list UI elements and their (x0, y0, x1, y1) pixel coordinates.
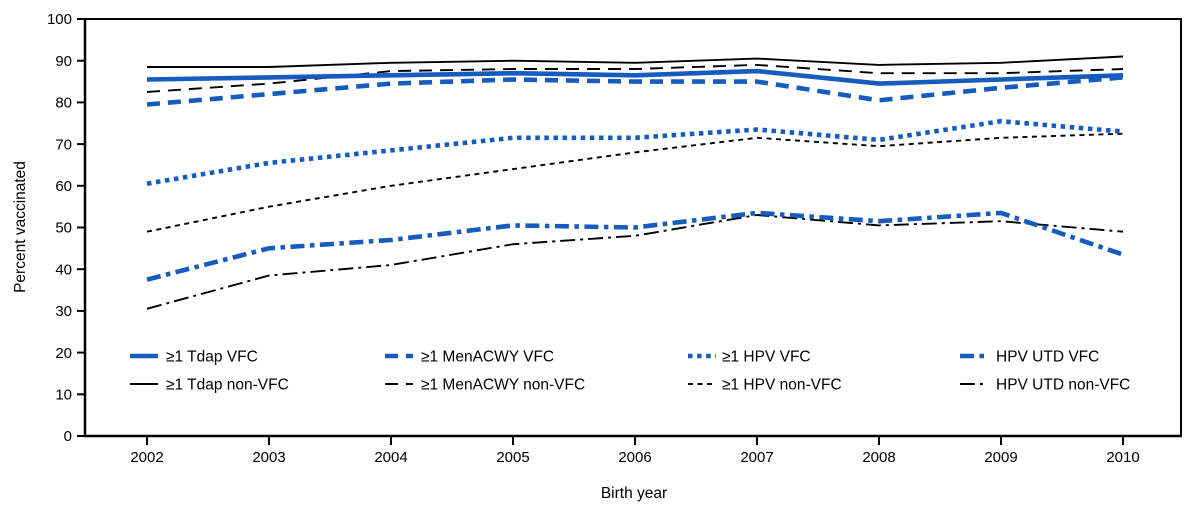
series-line-hpv-utd-vfc (146, 210, 1124, 282)
y-tick-label: 20 (55, 345, 72, 362)
legend-label-1-menacwy-non-vfc: ≥1 MenACWY non-VFC (421, 377, 585, 394)
y-axis-ticks: 0 10 20 30 40 50 60 70 80 90 100 (47, 11, 85, 445)
legend-item-1-menacwy-non-vfc: ≥1 MenACWY non-VFC (385, 377, 585, 394)
y-tick-label: 70 (55, 136, 72, 153)
legend-label-1-hpv-non-vfc: ≥1 HPV non-VFC (722, 377, 842, 394)
y-tick-label: 90 (55, 53, 72, 70)
legend-label-1-tdap-non-vfc: ≥1 Tdap non-VFC (166, 377, 289, 394)
x-tick-label: 2006 (618, 449, 651, 466)
series-line-1-hpv-vfc (146, 118, 1124, 186)
legend-item-hpv-utd-vfc: HPV UTD VFC (960, 349, 1099, 366)
series-line-1-hpv-non-vfc (146, 132, 1124, 233)
x-axis-title: Birth year (601, 485, 667, 502)
x-tick-label: 2010 (1106, 449, 1139, 466)
legend-item-1-tdap-vfc: ≥1 Tdap VFC (130, 349, 258, 366)
y-tick-label: 0 (64, 428, 72, 445)
y-tick-label: 100 (47, 11, 72, 28)
x-tick-label: 2003 (252, 449, 285, 466)
y-tick-label: 30 (55, 303, 72, 320)
legend: ≥1 Tdap VFC ≥1 MenACWY VFC ≥1 HPV VFC HPV U… (130, 349, 1130, 394)
x-tick-label: 2007 (740, 449, 773, 466)
legend-item-hpv-utd-non-vfc: HPV UTD non-VFC (960, 377, 1130, 394)
legend-item-1-menacwy-vfc: ≥1 MenACWY VFC (385, 349, 554, 366)
y-tick-label: 80 (55, 95, 72, 112)
y-tick-label: 40 (55, 261, 72, 278)
legend-item-1-hpv-vfc: ≥1 HPV VFC (688, 349, 811, 366)
legend-label-1-tdap-vfc: ≥1 Tdap VFC (166, 349, 258, 366)
series-line-hpv-utd-non-vfc (146, 214, 1124, 310)
legend-item-1-hpv-non-vfc: ≥1 HPV non-VFC (688, 377, 842, 394)
y-tick-label: 60 (55, 178, 72, 195)
x-tick-label: 2002 (130, 449, 163, 466)
x-tick-label: 2004 (374, 449, 407, 466)
legend-label-1-hpv-vfc: ≥1 HPV VFC (722, 349, 811, 366)
x-tick-label: 2005 (496, 449, 529, 466)
y-axis-title: Percent vaccinated (12, 161, 29, 293)
y-tick-label: 10 (55, 387, 72, 404)
x-tick-label: 2008 (862, 449, 895, 466)
y-tick-label: 50 (55, 220, 72, 237)
legend-label-1-menacwy-vfc: ≥1 MenACWY VFC (421, 349, 554, 366)
series-line-1-menacwy-vfc (146, 75, 1124, 107)
series-line-1-menacwy-non-vfc (146, 63, 1124, 93)
x-tick-label: 2009 (984, 449, 1017, 466)
x-axis-ticks: 2002 2003 2004 2005 2006 2007 2008 2009 2010 (130, 436, 1140, 466)
series-lines (146, 55, 1124, 310)
legend-label-hpv-utd-non-vfc: HPV UTD non-VFC (996, 377, 1130, 394)
series-line-1-tdap-non-vfc (147, 55, 1124, 68)
series-line-1-tdap-vfc (146, 68, 1124, 86)
legend-item-1-tdap-non-vfc: ≥1 Tdap non-VFC (130, 377, 289, 394)
legend-label-hpv-utd-vfc: HPV UTD VFC (996, 349, 1099, 366)
